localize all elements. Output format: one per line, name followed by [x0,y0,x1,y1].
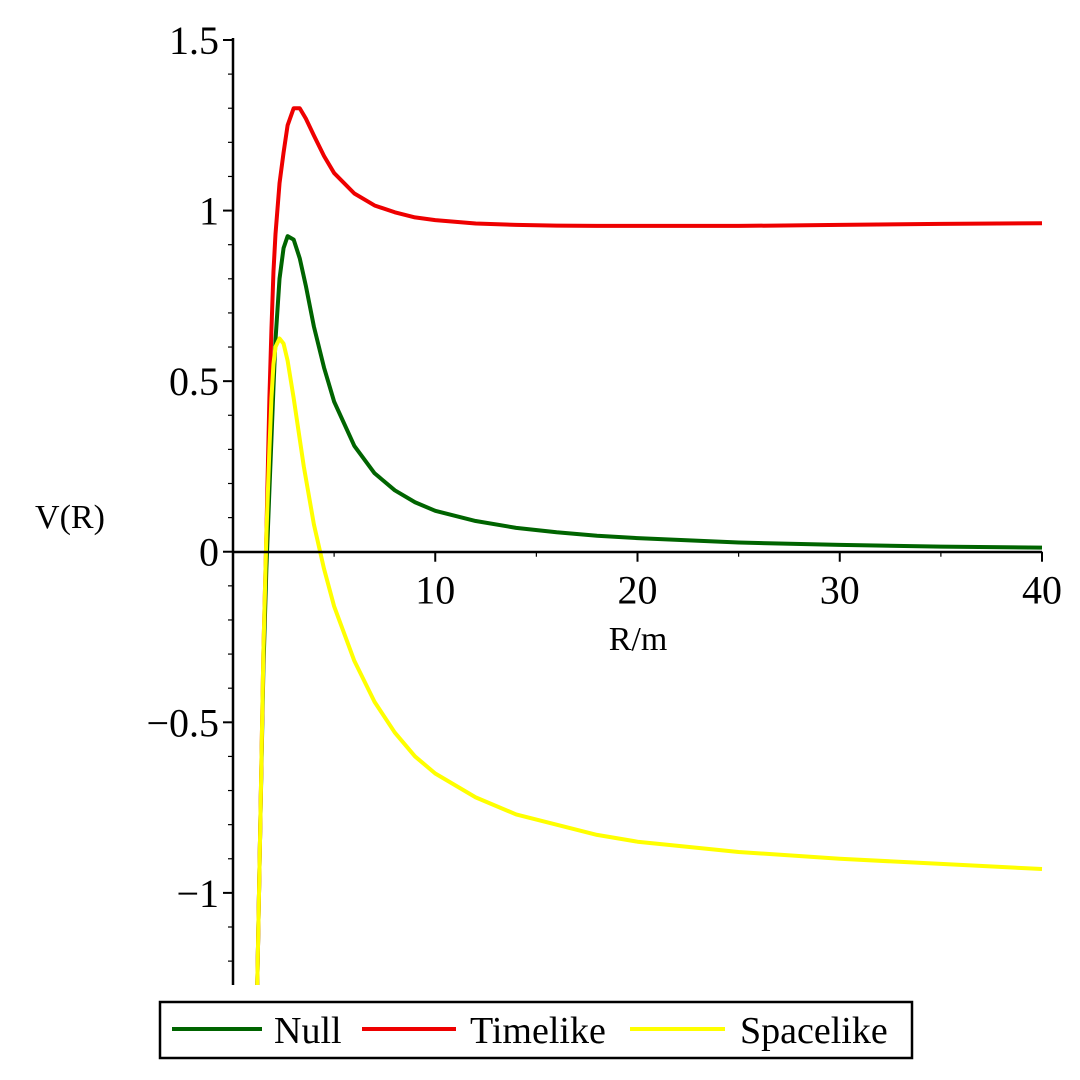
y-tick-label: 1 [199,189,219,234]
series-layer [255,106,1043,986]
y-tick-label: −0.5 [146,700,219,745]
x-tick-label: 30 [820,568,860,613]
x-ticks: 10 20 30 40 [333,551,1062,613]
legend: Null Timelike Spacelike [158,1000,914,1060]
series-line-timelike [255,106,1043,986]
x-tick-label: 20 [618,568,658,613]
y-tick-label: −1 [176,871,219,916]
series-line-spacelike [255,336,1043,986]
legend-label-null: Null [274,1010,342,1052]
legend-label-timelike: Timelike [470,1010,606,1052]
y-tick-label: 0 [199,530,219,575]
legend-box [158,1000,914,1060]
x-tick-label: 10 [415,568,455,613]
y-tick-label: 1.5 [169,18,219,63]
y-tick-label: 0.5 [169,359,219,404]
legend-label-spacelike: Spacelike [740,1010,888,1052]
x-axis-label: R/m [609,621,668,658]
y-ticks: −1 −0.5 0 0.5 1 1.5 [146,18,233,962]
x-tick-label: 40 [1022,568,1062,613]
y-axis-label: V(R) [35,499,105,536]
